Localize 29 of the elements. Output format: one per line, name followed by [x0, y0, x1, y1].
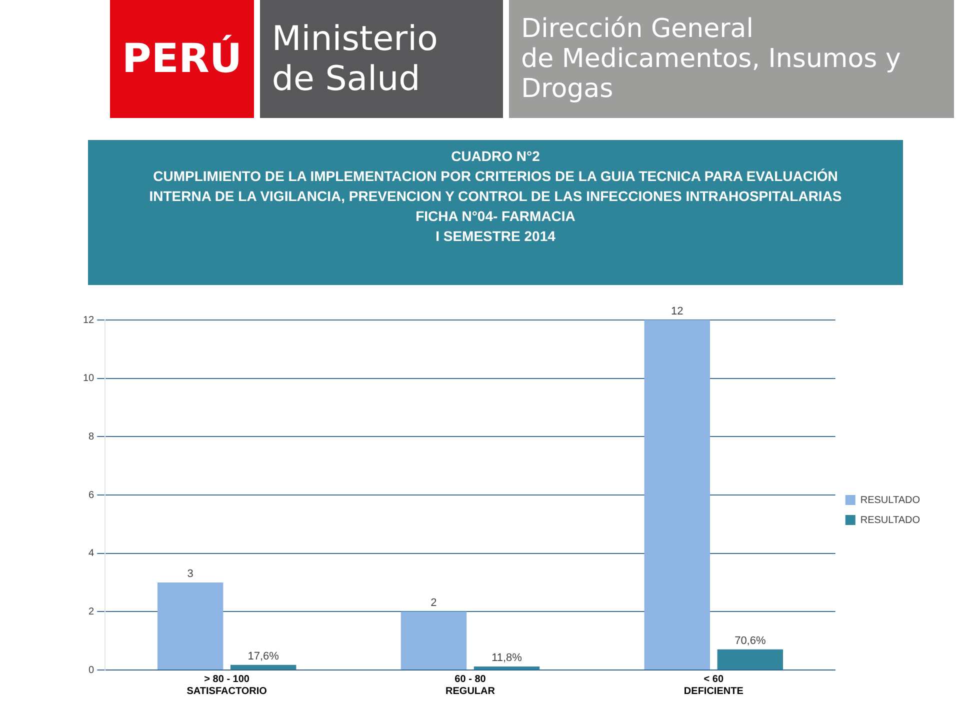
data-label: 17,6% [248, 650, 280, 662]
data-label: 11,8% [492, 652, 522, 664]
chart-title: CUADRO N°2 [450, 147, 541, 166]
text: PERÚ [110, 0, 254, 118]
data-label: 70,6% [734, 634, 766, 647]
y-tick-label: 2 [88, 606, 95, 618]
y-tick-label: 0 [88, 664, 95, 676]
bar [474, 666, 540, 670]
text: Ministerio de Salud [260, 0, 504, 118]
bar [400, 612, 467, 670]
legend-label: RESULTADO [860, 494, 920, 506]
y-tick-label: 10 [83, 373, 95, 384]
bar [644, 320, 710, 670]
data-label: 12 [671, 306, 684, 318]
bar [230, 664, 296, 670]
y-tick-label: 6 [88, 490, 95, 501]
x-tick-label: 60 - 80 REGULAR [446, 674, 496, 697]
y-tick-label: 8 [88, 431, 95, 442]
chart-subtitle: CUMPLIMIENTO DE LA IMPLEMENTACION POR CRITERIOS DE LA GUIA TECNICA PARA EVALUACIÓN INTERNA DE LA VIGILANCIA, PREVENCION Y CONTROL DE LAS INFECCIONES INTRAHOSPITALARIAS FICHA N°04- FARMACIA I SEMESTRE 2014 [148, 167, 843, 246]
y-tick-label: 4 [88, 548, 95, 560]
y-tick-label: 12 [83, 314, 95, 326]
data-label: 2 [430, 597, 437, 610]
x-tick-label: < 60 DEFICIENTE [684, 674, 744, 697]
data-label: 3 [187, 568, 194, 580]
bar [157, 582, 224, 670]
legend-label: RESULTADO [860, 514, 920, 526]
x-tick-label: > 80 - 100 SATISFACTORIO [186, 674, 268, 697]
text: Dirección General de Medicamentos, Insumos y Drogas [509, 0, 954, 118]
bar [717, 649, 784, 670]
